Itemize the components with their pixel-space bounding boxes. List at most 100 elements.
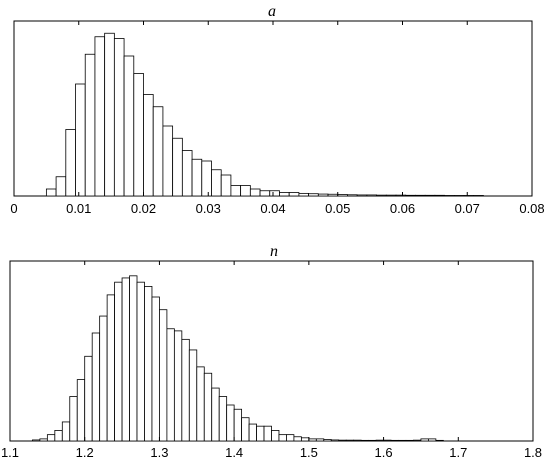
histogram-n-bar bbox=[375, 439, 384, 442]
histogram-n-bar bbox=[390, 439, 399, 442]
histogram-n-bar bbox=[181, 338, 190, 442]
histogram-a-bar bbox=[249, 188, 261, 197]
histogram-n-bar bbox=[263, 425, 272, 442]
histogram-a-bar bbox=[337, 194, 348, 197]
histogram-a-bar bbox=[65, 129, 76, 197]
histogram-a-bar bbox=[463, 195, 475, 197]
histogram-n-bar bbox=[420, 438, 429, 442]
histogram-n-bar bbox=[121, 277, 130, 442]
histogram-a-bar bbox=[230, 185, 242, 197]
histogram-a-bar bbox=[385, 194, 397, 197]
histogram-a-bar bbox=[75, 83, 86, 197]
histogram-n-bar bbox=[413, 439, 422, 442]
histogram-n-bar bbox=[330, 439, 340, 442]
histogram-a-bar bbox=[162, 125, 174, 197]
histogram-n-bar bbox=[278, 434, 287, 442]
histogram-a-x-ticks: 0 0.01 0.02 0.03 0.04 0.05 0.06 0.07 0.08 bbox=[10, 21, 545, 216]
histogram-a-bar bbox=[405, 194, 416, 197]
histogram-a-bar bbox=[298, 192, 310, 197]
histogram-a-bar bbox=[308, 193, 319, 197]
histogram-a-bar bbox=[55, 176, 67, 197]
histogram-a-bar bbox=[317, 193, 329, 197]
histogram-n-bar bbox=[383, 439, 392, 442]
histogram-a-x-tick-label: 0 bbox=[10, 201, 17, 216]
histogram-n-bar bbox=[159, 309, 168, 442]
histogram-a-bar bbox=[473, 195, 484, 197]
histogram-n-bar bbox=[144, 286, 153, 442]
histogram-n-bar bbox=[398, 439, 407, 442]
histogram-a-bar bbox=[104, 32, 115, 197]
histogram-a-panel: a 0 0.01 0.02 0.03 0.04 0.05 0.06 0.07 0.08 bbox=[10, 3, 544, 216]
histogram-a-bar bbox=[444, 195, 455, 197]
histogram-n-title: n bbox=[270, 243, 278, 260]
histogram-a-bar bbox=[123, 55, 135, 197]
histogram-n-x-tick-label: 1.6 bbox=[375, 445, 393, 460]
histogram-a-x-tick-label: 0.04 bbox=[260, 201, 285, 216]
histogram-n-bar bbox=[233, 408, 243, 442]
histogram-a-bar bbox=[113, 38, 125, 197]
histogram-a-x-tick-label: 0.08 bbox=[519, 201, 544, 216]
histogram-a-bar bbox=[347, 194, 358, 197]
histogram-n-bar bbox=[196, 366, 205, 442]
histogram-a-bar bbox=[269, 190, 280, 197]
histogram-n-bar bbox=[368, 439, 377, 442]
histogram-a-bar bbox=[181, 150, 193, 197]
histogram-n-bar bbox=[435, 439, 444, 442]
histogram-a-bar bbox=[259, 190, 271, 197]
histogram-n-bar bbox=[61, 421, 71, 442]
histogram-n-x-tick-label: 1.2 bbox=[76, 445, 94, 460]
histogram-a-bar bbox=[191, 158, 203, 197]
histogram-n-bar bbox=[345, 439, 355, 442]
histogram-a-bar bbox=[211, 169, 222, 197]
histogram-n-bar bbox=[173, 330, 183, 442]
histogram-a-x-tick-label: 0.06 bbox=[390, 201, 415, 216]
histogram-n-bar bbox=[91, 332, 101, 442]
histogram-n-bar bbox=[106, 294, 115, 442]
histogram-a-bar bbox=[327, 193, 339, 197]
histogram-n-bar bbox=[315, 438, 325, 442]
histogram-a-bar bbox=[453, 195, 465, 197]
histogram-n-bars bbox=[32, 275, 444, 442]
histogram-n-bar bbox=[360, 439, 370, 442]
histogram-n-x-tick-label: 1.3 bbox=[150, 445, 168, 460]
histogram-n-bar bbox=[248, 423, 257, 442]
histogram-n-bar bbox=[226, 404, 235, 442]
histogram-a-bar bbox=[356, 194, 368, 197]
histogram-n-bar bbox=[203, 372, 213, 442]
histogram-n-bar bbox=[69, 396, 78, 442]
histogram-n-bar bbox=[271, 430, 280, 442]
histogram-n-bar bbox=[241, 417, 250, 442]
histogram-n-bar bbox=[353, 439, 362, 442]
histogram-a-bars bbox=[45, 32, 484, 197]
histogram-n-x-tick-label: 1.4 bbox=[225, 445, 243, 460]
histogram-n-bar bbox=[218, 396, 228, 442]
histogram-n-bar bbox=[427, 438, 437, 442]
histogram-n-x-tick-label: 1.8 bbox=[524, 445, 542, 460]
histogram-n-bar bbox=[76, 379, 86, 442]
histogram-a-x-tick-label: 0.05 bbox=[325, 201, 350, 216]
histogram-a-bar bbox=[143, 94, 154, 197]
histogram-a-bar bbox=[288, 192, 300, 197]
histogram-a-bar bbox=[240, 185, 251, 197]
histogram-a-bar bbox=[395, 194, 407, 197]
histogram-n-x-tick-label: 1.5 bbox=[300, 445, 318, 460]
histogram-n-bar bbox=[166, 328, 175, 442]
histogram-n-bar bbox=[286, 434, 295, 442]
histogram-n-bar bbox=[99, 315, 108, 442]
histogram-n-bar bbox=[114, 281, 123, 442]
histogram-n-x-tick-label: 1.1 bbox=[1, 445, 19, 460]
histogram-n-bar bbox=[39, 438, 48, 442]
histogram-a-bar bbox=[415, 194, 426, 197]
histogram-n-bar bbox=[46, 434, 56, 442]
histogram-a-bar bbox=[279, 192, 290, 197]
histogram-a-bar bbox=[366, 194, 378, 197]
histogram-n-bar bbox=[405, 439, 414, 442]
histogram-n-bar bbox=[256, 425, 265, 442]
histogram-a-bar bbox=[201, 160, 212, 197]
histogram-n-bar bbox=[136, 281, 145, 442]
histogram-n-panel: n 1.1 1.2 1.3 1.4 1.5 1.6 1.7 1.8 bbox=[1, 243, 542, 460]
histogram-n-bar bbox=[211, 387, 220, 442]
histogram-n-x-ticks: 1.1 1.2 1.3 1.4 1.5 1.6 1.7 1.8 bbox=[1, 261, 542, 460]
histogram-a-bar bbox=[424, 194, 436, 197]
histogram-a-bar bbox=[220, 174, 232, 197]
